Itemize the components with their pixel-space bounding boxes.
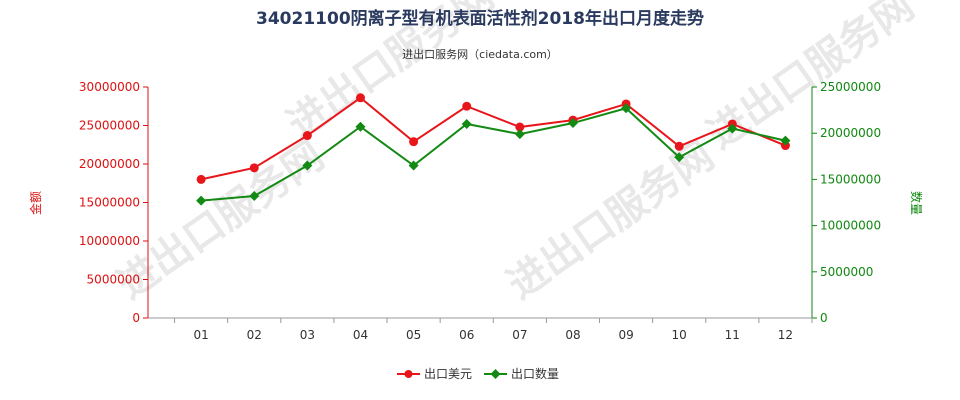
- watermark-text: 进出口服务网: [499, 133, 722, 308]
- series-2-point: [567, 118, 578, 129]
- x-tick-label: 01: [193, 328, 208, 342]
- x-tick-label: 06: [459, 328, 474, 342]
- left-tick-label: 5000000: [87, 273, 140, 287]
- x-axis-ticks: 01 02 03 04 05 06 07 08 09 10 11 12: [174, 318, 813, 342]
- series-2-point: [674, 152, 685, 163]
- series-2-line: [201, 107, 786, 202]
- series-1-point: [674, 141, 684, 151]
- series-2-point: [249, 191, 260, 202]
- series-2-point: [302, 160, 313, 171]
- series-2-point: [514, 129, 525, 140]
- x-tick-label: 04: [353, 328, 368, 342]
- series-2-point: [196, 195, 207, 206]
- legend: 出口美元 出口数量: [397, 366, 559, 381]
- series-2-point: [461, 118, 472, 129]
- right-tick-label: 5000000: [820, 265, 873, 279]
- right-tick-label: 25000000: [820, 80, 881, 94]
- left-tick-label: 30000000: [79, 80, 140, 94]
- left-axis-ticks: 0 5000000 10000000 15000000 20000000 25000000…: [79, 80, 148, 325]
- series-1-point: [462, 101, 472, 111]
- series-1-point: [196, 174, 206, 184]
- legend-item-series-1[interactable]: 出口美元: [397, 367, 472, 381]
- right-axis-title: 数量: [909, 191, 924, 215]
- legend-marker-series-1: [404, 370, 413, 378]
- series-1-point: [409, 137, 419, 147]
- right-tick-label: 15000000: [820, 172, 881, 186]
- series-2-point: [355, 121, 366, 132]
- right-tick-label: 0: [820, 311, 828, 325]
- series-1-point: [302, 131, 312, 141]
- series-2-point: [727, 123, 738, 134]
- right-axis-ticks: 0 5000000 10000000 15000000 20000000 25000000: [812, 80, 881, 325]
- series-2-point: [780, 135, 791, 146]
- right-tick-label: 20000000: [820, 126, 881, 140]
- x-tick-label: 03: [300, 328, 315, 342]
- series-2-point: [621, 103, 632, 114]
- series-1-line: [200, 96, 786, 181]
- left-axis-title: 金额: [28, 191, 43, 215]
- chart-subtitle: 进出口服务网（ciedata.com）: [402, 47, 558, 61]
- right-tick-label: 10000000: [820, 219, 881, 233]
- legend-marker-series-2: [490, 369, 501, 379]
- watermark-text: 进出口服务网: [109, 133, 332, 308]
- left-tick-label: 25000000: [79, 119, 140, 133]
- series-1-point: [515, 122, 525, 132]
- x-tick-label: 08: [565, 328, 580, 342]
- legend-item-series-2[interactable]: 出口数量: [484, 366, 559, 381]
- x-tick-label: 10: [672, 328, 687, 342]
- watermark-text: 进出口服务网: [699, 0, 922, 158]
- x-tick-label: 11: [725, 328, 740, 342]
- x-tick-label: 09: [618, 328, 633, 342]
- left-tick-label: 10000000: [79, 234, 140, 248]
- x-tick-label: 05: [406, 328, 421, 342]
- left-tick-label: 0: [132, 311, 140, 325]
- series-2-point: [408, 160, 419, 171]
- legend-label-series-2: 出口数量: [511, 366, 559, 381]
- series-1-point: [249, 163, 259, 173]
- x-tick-label: 12: [778, 328, 793, 342]
- series-layer: [196, 93, 791, 206]
- legend-label-series-1: 出口美元: [424, 367, 472, 381]
- x-tick-label: 02: [247, 328, 262, 342]
- chart-title: 34021100阴离子型有机表面活性剂2018年出口月度走势: [256, 8, 704, 29]
- series-1-point: [355, 93, 365, 103]
- left-tick-label: 20000000: [79, 157, 140, 171]
- left-tick-label: 15000000: [79, 196, 140, 210]
- x-tick-label: 07: [512, 328, 527, 342]
